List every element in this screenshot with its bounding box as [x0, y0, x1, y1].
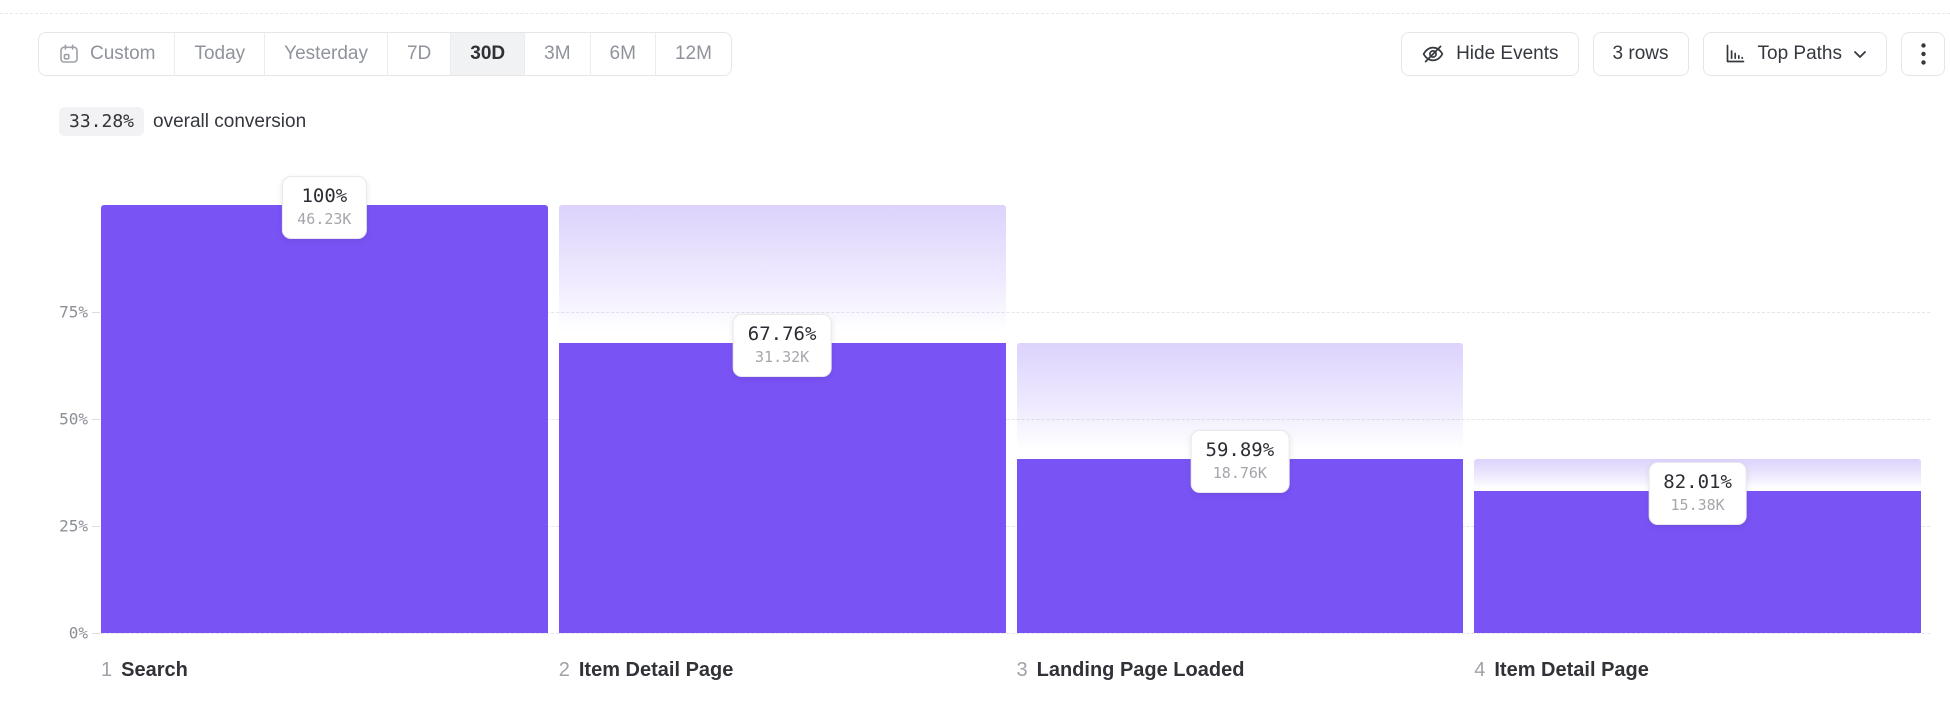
eye-off-icon [1421, 42, 1445, 66]
toolbar-actions: Hide Events 3 rows Top Paths [1401, 32, 1945, 76]
date-range-label: 3M [544, 43, 571, 64]
step-conversion-value: 82.01% [1663, 470, 1732, 493]
y-axis-tick-label: 25% [59, 516, 88, 536]
step-number: 2 [558, 659, 570, 681]
step-conversion-value: 59.89% [1205, 439, 1275, 462]
funnel-toolbar: Custom Today Yesterday 7D 30D 3M 6M 12M Hide Ev… [38, 32, 1945, 76]
funnel-step-4: 82.01% 15.38K [1474, 205, 1921, 633]
value-card: 59.89% 18.76K [1190, 430, 1290, 494]
step-count-value: 46.23K [297, 210, 352, 228]
step-name: Item Detail Page [1494, 659, 1649, 681]
step-number: 4 [1474, 659, 1486, 681]
step-count-value: 31.32K [755, 348, 810, 367]
conversion-text: overall conversion [153, 110, 307, 132]
step-label-4: 4 Item Detail Page [1474, 659, 1921, 682]
step-count-value: 18.76K [1212, 464, 1267, 483]
conversion-value-chip: 33.28% [59, 107, 145, 136]
calendar-icon [58, 43, 80, 65]
step-label-1: 1 Search [101, 659, 548, 682]
date-range-6m[interactable]: 6M [589, 33, 655, 75]
funnel-bars: 100% 46.23K 67.76% 31.32K 59.89% 18.76K 82.01%… [101, 176, 1921, 633]
value-card: 82.01% 15.38K [1648, 461, 1747, 525]
funnel-step-labels: 1 Search 2 Item Detail Page 3 Landing Page Lo… [101, 659, 1921, 682]
funnel-step-2: 67.76% 31.32K [558, 205, 1006, 633]
step-number: 1 [101, 659, 113, 681]
rows-label: 3 rows [1612, 43, 1669, 64]
funnel-chart: 100% 46.23K 67.76% 31.32K 59.89% 18.76K 82.01%… [59, 176, 1930, 681]
date-range-label: 7D [406, 43, 432, 64]
gridline-50 [101, 419, 1930, 420]
top-paths-button[interactable]: Top Paths [1702, 32, 1887, 76]
hide-events-label: Hide Events [1456, 43, 1559, 64]
date-range-label: 6M [609, 43, 636, 64]
date-range-30d[interactable]: 30D [450, 33, 525, 75]
step-name: Search [121, 659, 188, 681]
top-paths-label: Top Paths [1757, 43, 1843, 64]
date-range-today[interactable]: Today [174, 33, 264, 75]
date-range-label: 30D [470, 43, 506, 64]
date-range-3m[interactable]: 3M [524, 33, 589, 75]
date-range-label: Today [194, 43, 246, 64]
date-range-7d[interactable]: 7D [386, 33, 450, 75]
gridline-0 [101, 633, 1930, 634]
value-card: 67.76% 31.32K [732, 314, 832, 378]
hide-events-button[interactable]: Hide Events [1401, 32, 1579, 76]
kebab-menu-icon [1920, 43, 1926, 65]
date-range-12m[interactable]: 12M [654, 33, 731, 75]
rows-button[interactable]: 3 rows [1592, 32, 1689, 76]
y-axis-tick-label: 75% [59, 302, 88, 322]
funnel-bar[interactable] [558, 343, 1006, 633]
overall-conversion-summary: 33.28% overall conversion [59, 107, 306, 136]
y-axis-tick-label: 0% [68, 623, 88, 643]
step-label-2: 2 Item Detail Page [559, 659, 1006, 682]
date-range-yesterday[interactable]: Yesterday [264, 33, 387, 75]
step-name: Item Detail Page [578, 659, 734, 681]
date-range-custom[interactable]: Custom [39, 33, 174, 75]
y-axis-tick [92, 633, 100, 634]
gridline-25 [101, 526, 1930, 527]
step-count-value: 15.38K [1670, 495, 1725, 514]
date-range-label: Custom [90, 43, 156, 64]
step-number: 3 [1016, 659, 1028, 681]
date-range-label: 12M [674, 43, 712, 64]
chevron-down-icon [1853, 50, 1867, 59]
section-divider [0, 13, 1950, 14]
funnel-step-3: 59.89% 18.76K [1016, 205, 1464, 633]
funnel-bar[interactable] [101, 205, 548, 633]
date-range-picker: Custom Today Yesterday 7D 30D 3M 6M 12M [38, 32, 732, 76]
funnel-step-1: 100% 46.23K [101, 176, 548, 633]
step-conversion-value: 67.76% [747, 323, 817, 346]
step-conversion-value: 100% [301, 185, 348, 207]
bar-chart-icon [1723, 42, 1747, 66]
more-menu-button[interactable] [1901, 32, 1945, 76]
y-axis-tick [92, 312, 100, 313]
step-name: Landing Page Loaded [1036, 659, 1245, 681]
value-card: 100% 46.23K [282, 176, 367, 239]
y-axis-tick [92, 419, 100, 420]
step-label-3: 3 Landing Page Loaded [1017, 659, 1464, 682]
date-range-label: Yesterday [284, 43, 368, 64]
gridline-75 [101, 312, 1930, 313]
y-axis-tick [92, 526, 100, 527]
y-axis-tick-label: 50% [59, 409, 88, 429]
